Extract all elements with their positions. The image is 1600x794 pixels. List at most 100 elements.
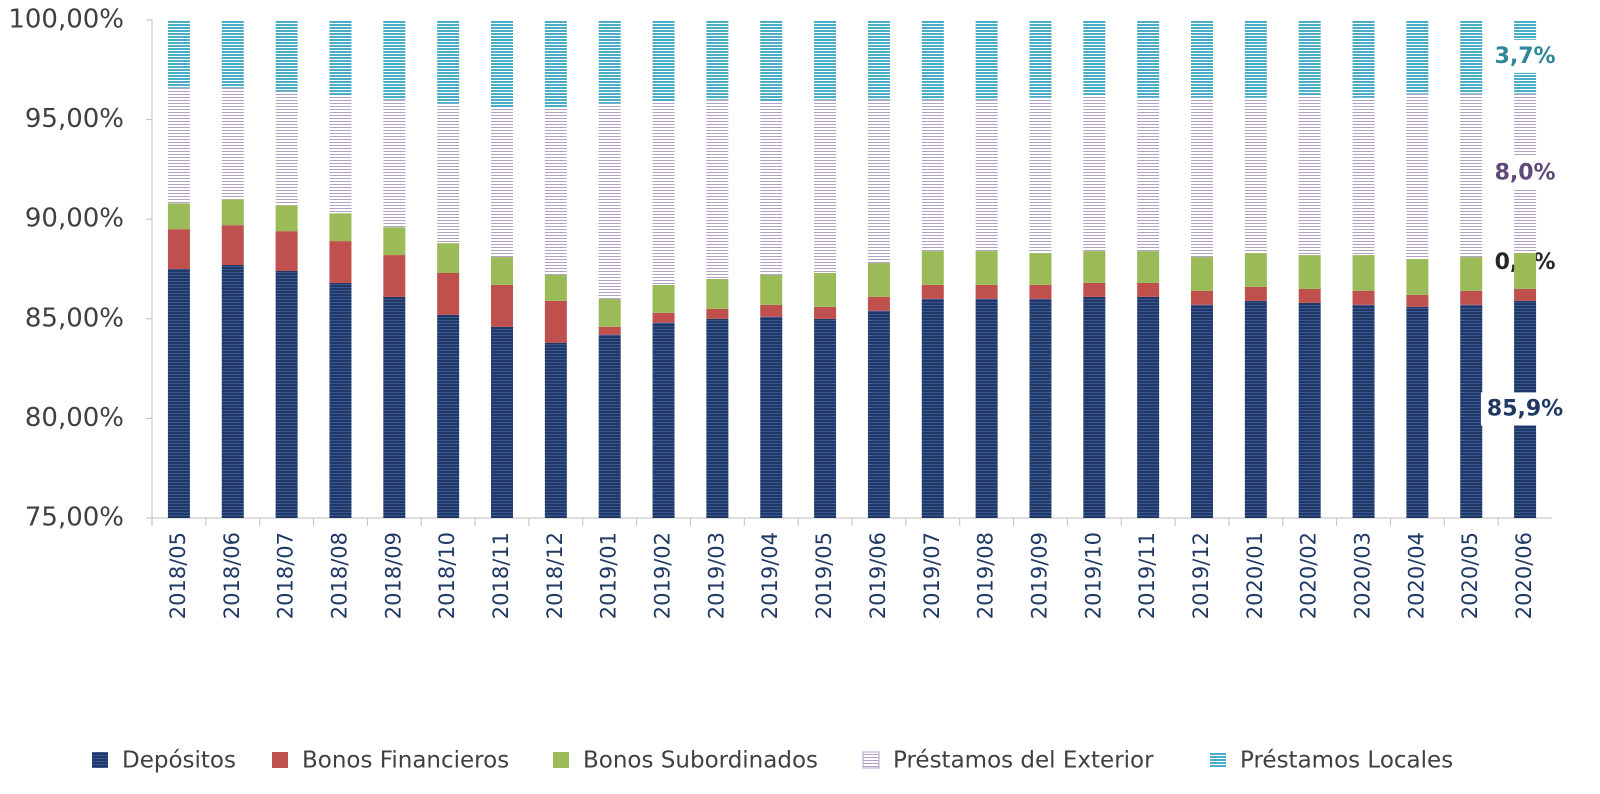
bar-segment xyxy=(921,20,944,100)
data-label-box xyxy=(1480,392,1570,426)
bar-segment xyxy=(275,91,298,206)
bar-segment xyxy=(491,107,513,258)
x-tick-label: 2019/09 xyxy=(1027,532,1051,619)
x-tick-label: 2020/03 xyxy=(1351,532,1375,619)
legend-swatch xyxy=(272,752,288,768)
bar-segment xyxy=(167,87,190,204)
x-tick-label: 2020/01 xyxy=(1243,532,1267,619)
bar-segment xyxy=(867,99,890,264)
bar-segment xyxy=(921,284,944,299)
x-tick-label: 2019/10 xyxy=(1081,532,1105,619)
data-label: 3,7% xyxy=(1488,39,1562,73)
bar-segment xyxy=(1460,93,1483,258)
legend-swatch xyxy=(92,752,108,768)
bar-segment xyxy=(1029,284,1052,299)
bar-segment xyxy=(706,278,729,309)
x-tick-label: 2019/08 xyxy=(974,532,998,619)
bar-segment xyxy=(1191,304,1213,518)
bar-segment xyxy=(706,99,729,279)
y-tick-label: 90,00% xyxy=(25,204,124,234)
bar-segment xyxy=(1244,253,1267,287)
bar-segment xyxy=(975,251,998,285)
bar-segment xyxy=(760,20,783,102)
bar-segment xyxy=(1298,95,1321,256)
x-tick-label: 2018/09 xyxy=(381,532,405,619)
legend-swatch xyxy=(553,752,569,768)
bar-segment xyxy=(1352,97,1375,256)
bar-segment xyxy=(1406,93,1429,260)
bar-segment xyxy=(221,265,244,518)
bar-segment xyxy=(221,199,244,226)
x-tick-label: 2020/06 xyxy=(1512,532,1536,619)
bar-segment xyxy=(867,20,890,100)
bar-segment xyxy=(491,326,513,518)
bar-segment xyxy=(1137,20,1160,98)
bar-segment xyxy=(1137,282,1160,297)
y-tick-label: 75,00% xyxy=(25,503,124,533)
bar-segment xyxy=(975,298,998,518)
x-tick-label: 2019/02 xyxy=(651,532,675,619)
bar-segment xyxy=(975,20,998,100)
bar-segment xyxy=(652,284,675,313)
data-label: 85,9% xyxy=(1480,392,1570,426)
bar-segment xyxy=(275,20,298,92)
bar-segment xyxy=(275,231,298,271)
bar-segment xyxy=(1406,20,1429,94)
x-tick-label: 2019/04 xyxy=(758,532,782,619)
bar-segment xyxy=(1460,257,1483,291)
bar-segment xyxy=(814,20,837,100)
bar-segment xyxy=(1406,259,1429,295)
bar-segment xyxy=(706,308,729,319)
bar-segment xyxy=(221,20,244,88)
bar-segment xyxy=(975,284,998,299)
legend-swatch xyxy=(1210,752,1226,768)
bar-segment xyxy=(1191,20,1213,98)
bar-segment xyxy=(1244,97,1267,254)
bar-segment xyxy=(1083,296,1106,518)
x-tick-label: 2019/11 xyxy=(1135,532,1159,619)
x-tick-label: 2019/03 xyxy=(704,532,728,619)
bar-segment xyxy=(544,300,567,343)
bar-segment xyxy=(1029,253,1052,285)
bar-segment xyxy=(1083,95,1106,252)
bar-segment xyxy=(221,87,244,200)
bar-segment xyxy=(1298,20,1321,96)
bar-segment xyxy=(1191,97,1213,258)
bar-segment xyxy=(491,257,513,285)
bar-segment xyxy=(491,284,513,327)
bar-segment xyxy=(167,20,190,88)
bar-segment xyxy=(1352,20,1375,98)
bar-segment xyxy=(921,298,944,518)
bar-segment xyxy=(437,272,460,315)
bar-segment xyxy=(598,334,621,518)
bar-segment xyxy=(167,229,190,269)
bar-segment xyxy=(329,95,352,214)
bar-segment xyxy=(383,99,406,228)
bar-segment xyxy=(1029,20,1052,98)
bar-segment xyxy=(1406,306,1429,518)
bar-segment xyxy=(706,20,729,100)
bar-segment xyxy=(329,20,352,96)
x-tick-label: 2019/01 xyxy=(597,532,621,619)
x-tick-label: 2019/06 xyxy=(866,532,890,619)
bar-segment xyxy=(329,213,352,242)
data-label-text: 85,9% xyxy=(1487,396,1563,421)
legend-label: Préstamos del Exterior xyxy=(893,748,1154,774)
bar-segment xyxy=(1244,20,1267,98)
x-tick-label: 2018/08 xyxy=(327,532,351,619)
bar-segment xyxy=(598,20,621,104)
bar-segment xyxy=(1029,97,1052,254)
bar-segment xyxy=(437,103,460,244)
bar-segment xyxy=(1406,294,1429,307)
bar-segment xyxy=(1352,255,1375,291)
bar-segment xyxy=(1244,286,1267,301)
bar-segment xyxy=(760,274,783,305)
bar-segment xyxy=(1137,97,1160,252)
bar-segment xyxy=(1298,288,1321,303)
legend-label: Préstamos Locales xyxy=(1240,748,1453,774)
y-tick-label: 95,00% xyxy=(25,104,124,134)
bar-segment xyxy=(167,269,190,518)
bar-segment xyxy=(544,342,567,518)
bar-segment xyxy=(544,20,567,108)
